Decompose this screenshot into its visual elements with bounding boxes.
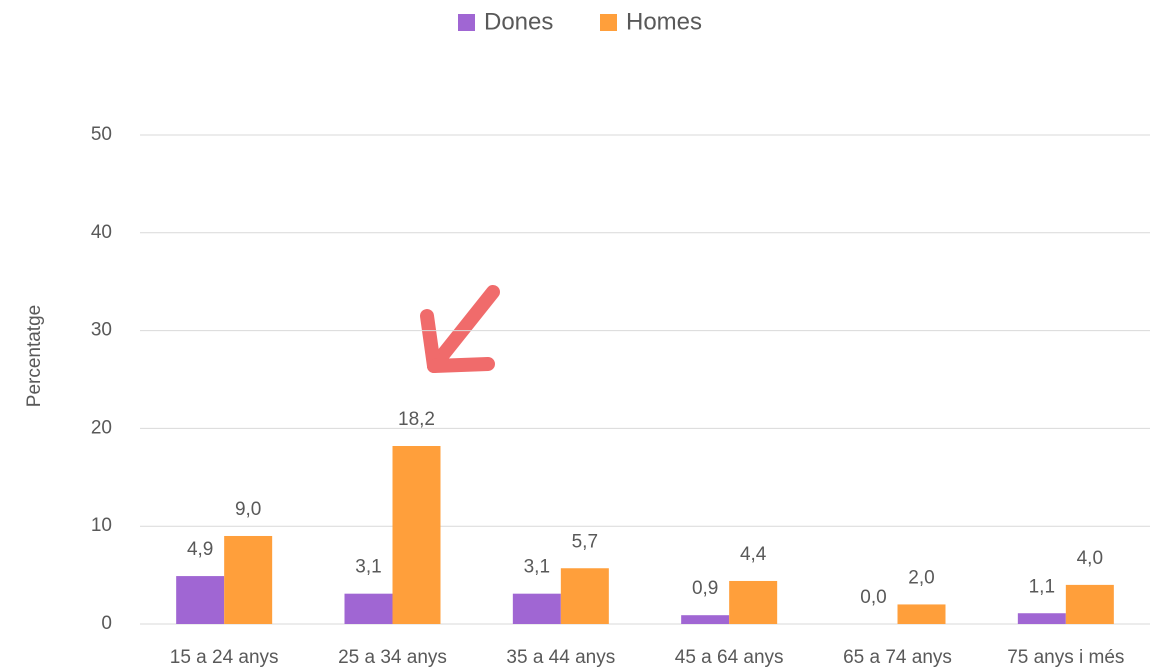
bar bbox=[729, 580, 778, 624]
legend-label: Homes bbox=[626, 8, 702, 35]
legend-label: Dones bbox=[484, 8, 553, 35]
y-tick-label: 30 bbox=[91, 320, 112, 341]
y-axis-label: Percentatge bbox=[24, 305, 45, 407]
data-label: 3,1 bbox=[355, 557, 381, 578]
data-label: 2,0 bbox=[908, 567, 934, 588]
data-label: 4,0 bbox=[1077, 548, 1103, 569]
data-label: 1,1 bbox=[1029, 576, 1055, 597]
bar bbox=[897, 604, 946, 624]
bar bbox=[681, 615, 730, 624]
legend-swatch bbox=[600, 14, 617, 31]
x-tick-label: 25 a 34 anys bbox=[338, 647, 447, 668]
data-label: 0,0 bbox=[860, 587, 886, 608]
bar bbox=[512, 593, 561, 624]
y-tick-label: 50 bbox=[91, 124, 112, 145]
bar bbox=[392, 446, 441, 624]
data-label: 3,1 bbox=[524, 557, 550, 578]
bar bbox=[344, 593, 393, 624]
data-label: 5,7 bbox=[572, 531, 598, 552]
bar bbox=[176, 576, 225, 624]
y-tick-label: 0 bbox=[101, 613, 112, 634]
x-tick-label: 75 anys i més bbox=[1007, 647, 1124, 668]
bar bbox=[1017, 613, 1066, 624]
x-tick-label: 15 a 24 anys bbox=[170, 647, 279, 668]
x-tick-label: 35 a 44 anys bbox=[506, 647, 615, 668]
bar bbox=[1065, 584, 1114, 624]
bar bbox=[560, 568, 609, 624]
arrow-annotation bbox=[420, 285, 500, 373]
y-tick-label: 20 bbox=[91, 417, 112, 438]
data-label: 9,0 bbox=[235, 499, 261, 520]
x-tick-label: 45 a 64 anys bbox=[675, 647, 784, 668]
data-label: 18,2 bbox=[398, 409, 435, 430]
legend-swatch bbox=[458, 14, 475, 31]
data-label: 4,9 bbox=[187, 539, 213, 560]
y-tick-label: 10 bbox=[91, 515, 112, 536]
data-label: 0,9 bbox=[692, 578, 718, 599]
x-tick-label: 65 a 74 anys bbox=[843, 647, 952, 668]
data-label: 4,4 bbox=[740, 544, 767, 565]
y-tick-label: 40 bbox=[91, 222, 112, 243]
bar bbox=[224, 535, 273, 624]
